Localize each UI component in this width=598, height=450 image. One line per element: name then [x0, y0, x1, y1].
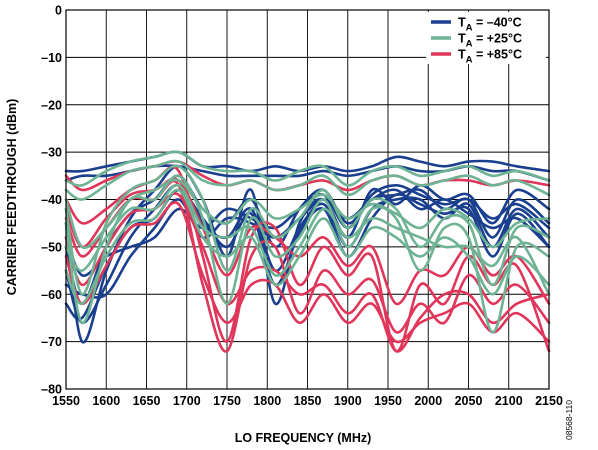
- y-tick-label: –80: [41, 383, 62, 397]
- x-tick-label: 2100: [495, 394, 523, 408]
- x-tick-label: 1850: [294, 394, 322, 408]
- y-tick-label: 0: [55, 4, 62, 18]
- y-tick-label: –70: [41, 335, 62, 349]
- x-tick-labels: 1550 1600 1650 1700 1750 1800 1850 1900 1950 2000…: [52, 394, 563, 408]
- x-tick-label: 1950: [374, 394, 402, 408]
- x-tick-label: 2050: [455, 394, 483, 408]
- x-axis-label: LO FREQUENCY (MHz): [235, 431, 372, 445]
- x-tick-label: 1700: [173, 394, 201, 408]
- x-tick-label: 1750: [213, 394, 241, 408]
- y-tick-labels: 0 –10 –20 –30 –40 –50 –60 –70 –80: [41, 4, 62, 397]
- x-tick-label: 2000: [414, 394, 442, 408]
- figure-id: 08568-110: [564, 400, 574, 440]
- y-tick-label: –40: [41, 193, 62, 207]
- x-tick-label: 1800: [253, 394, 281, 408]
- y-tick-label: –20: [41, 98, 62, 112]
- x-tick-label: 2150: [535, 394, 563, 408]
- x-tick-label: 1900: [334, 394, 362, 408]
- x-tick-label: 1600: [92, 394, 120, 408]
- y-tick-label: –50: [41, 240, 62, 254]
- y-tick-label: –60: [41, 288, 62, 302]
- y-axis-label: CARRIER FEEDTHROUGH (dBm): [5, 99, 19, 296]
- x-tick-label: 1650: [133, 394, 161, 408]
- legend: TA = –40°CTA = +25°CTA = +85°C: [426, 12, 546, 66]
- y-tick-label: –30: [41, 146, 62, 160]
- y-tick-label: –10: [41, 51, 62, 65]
